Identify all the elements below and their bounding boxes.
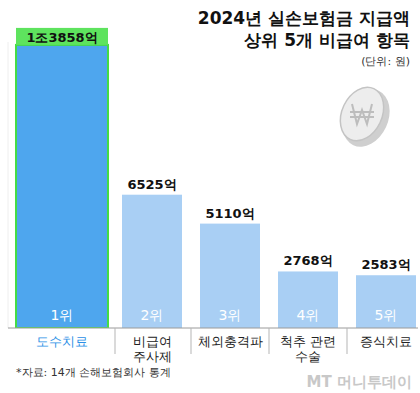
y-axis-line: [8, 42, 9, 328]
title: 2024년 실손보험금 지급액: [198, 8, 410, 28]
unit-note: (단위: 원): [361, 55, 410, 68]
data-label: 1조3858억: [26, 30, 97, 45]
x-axis-line: [8, 328, 418, 329]
credit: MT 머니투데이: [307, 373, 412, 391]
chart: 2024년 실손보험금 지급액상위 5개 비급여 항목 (단위: 원) 1위 2위 3위…: [0, 0, 420, 393]
category-label: 척추 관련수술: [280, 334, 336, 364]
label-box: [16, 28, 108, 45]
rank-label: 2위: [141, 307, 164, 323]
bar: [200, 224, 260, 328]
coin-icon: [332, 80, 399, 154]
data-label: 2583억: [361, 257, 410, 272]
rank-label: 4위: [297, 307, 320, 323]
coin-face: [332, 80, 392, 148]
bars: [16, 45, 416, 328]
bar: [356, 275, 416, 328]
data-label: 2768억: [283, 253, 332, 268]
bar: [278, 271, 338, 328]
bar: [122, 195, 182, 328]
rank-label: 3위: [219, 307, 242, 323]
bar: [16, 45, 108, 328]
category-label: 증식치료: [360, 334, 412, 349]
category-separator: [269, 328, 270, 354]
category-separator: [347, 328, 348, 354]
rank-label: 5위: [375, 307, 398, 323]
source: *자료: 14개 손해보험회사 통계: [16, 366, 171, 379]
data-label: 6525억: [127, 177, 176, 192]
category-separator: [191, 328, 192, 354]
rank-label: 1위: [51, 307, 74, 323]
coin-symbol: [350, 104, 374, 124]
data-label: 5110억: [205, 206, 254, 221]
category-label: 체외충격파: [198, 334, 263, 349]
category-label: 비급여주사제: [133, 334, 172, 364]
subtitle: 상위 5개 비급여 항목: [244, 30, 410, 50]
category-label: 도수치료: [36, 334, 88, 349]
category-separator: [115, 328, 116, 354]
